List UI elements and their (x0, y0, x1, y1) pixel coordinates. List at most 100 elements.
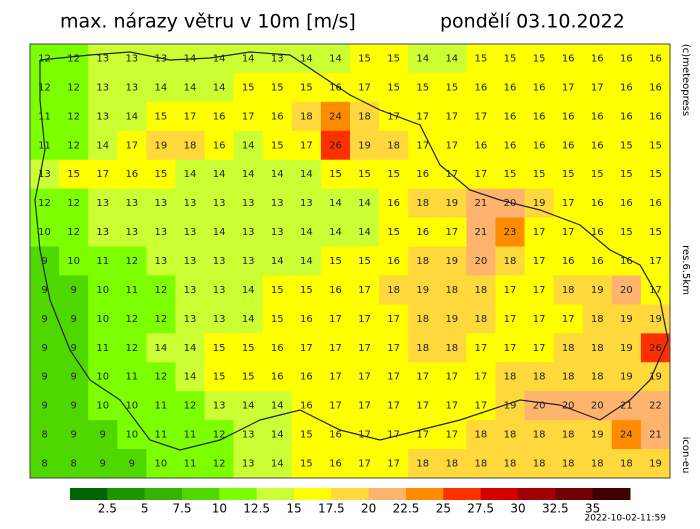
cell-value: 14 (213, 227, 226, 238)
grid-cell (379, 449, 409, 479)
cell-value: 14 (242, 169, 255, 180)
cell-value: 17 (445, 227, 458, 238)
cell-value: 8 (41, 459, 47, 470)
cell-value: 13 (96, 53, 109, 64)
cell-value: 15 (155, 169, 168, 180)
grid-cell (117, 420, 147, 450)
cell-value: 14 (329, 53, 342, 64)
grid-cell (408, 362, 438, 392)
grid-cell (233, 246, 264, 276)
grid-cell (350, 130, 380, 161)
cell-value: 15 (649, 169, 662, 180)
cell-value: 9 (70, 343, 76, 354)
grid-cell (582, 101, 613, 132)
cell-value: 13 (96, 111, 109, 122)
colorbar-bin (443, 488, 482, 500)
cell-value: 13 (242, 459, 255, 470)
cell-value: 16 (562, 140, 575, 151)
colorbar-label: 17.5 (318, 502, 345, 516)
grid-cell (291, 246, 322, 276)
cell-value: 13 (184, 227, 197, 238)
colorbar-label: 27.5 (467, 502, 494, 516)
cell-value: 17 (533, 314, 546, 325)
cell-value: 15 (242, 343, 255, 354)
cell-value: 19 (649, 372, 662, 383)
cell-value: 17 (445, 401, 458, 412)
grid-cell (437, 304, 467, 334)
cell-value: 15 (271, 314, 284, 325)
cell-value: 15 (329, 169, 342, 180)
cell-value: 16 (387, 256, 400, 267)
cell-value: 13 (184, 198, 197, 209)
cell-value: 14 (358, 198, 371, 209)
colorbar-bin (406, 488, 444, 500)
cell-value: 15 (387, 227, 400, 238)
grid-cell (640, 130, 671, 161)
colorbar-bin (107, 488, 146, 500)
cell-value: 10 (96, 285, 109, 296)
grid-cell (320, 72, 351, 103)
copyright: (c)meteopress (680, 44, 691, 116)
cell-value: 17 (649, 256, 662, 267)
colorbar-bin (219, 488, 258, 500)
grid-cell (262, 188, 293, 219)
cell-value: 16 (620, 111, 633, 122)
grid-cell (59, 275, 89, 305)
cell-value: 12 (38, 198, 51, 209)
grid-cell (640, 188, 671, 219)
grid-cell (291, 275, 322, 305)
grid-cell (582, 304, 613, 334)
grid-cell (175, 101, 206, 132)
cell-value: 13 (300, 198, 313, 209)
grid-cell (466, 304, 496, 334)
cell-value: 12 (125, 343, 138, 354)
grid-cell (30, 101, 60, 132)
grid-cell (59, 72, 89, 103)
colorbar-label: 32.5 (542, 502, 569, 516)
grid-cell (553, 449, 584, 479)
cell-value: 18 (387, 285, 400, 296)
cell-value: 14 (184, 82, 197, 93)
grid-cell (611, 246, 642, 276)
colorbar-bin (592, 488, 631, 500)
colorbar-label: 12.5 (243, 502, 270, 516)
grid-cell (408, 217, 438, 248)
grid-cell (553, 304, 584, 334)
cell-value: 16 (504, 111, 517, 122)
cell-value: 21 (649, 430, 662, 441)
cell-value: 17 (533, 227, 546, 238)
grid-cell (582, 44, 613, 74)
grid-cell (350, 362, 380, 392)
grid-cell (117, 159, 147, 190)
cell-value: 15 (533, 53, 546, 64)
grid-cell (146, 333, 176, 363)
cell-value: 9 (70, 285, 76, 296)
cell-value: 16 (504, 82, 517, 93)
cell-value: 16 (213, 111, 226, 122)
grid-cell (495, 420, 526, 450)
grid-cell (553, 72, 584, 103)
grid-cell (611, 130, 642, 161)
grid-cell (59, 101, 89, 132)
cell-value: 16 (620, 82, 633, 93)
cell-value: 17 (562, 314, 575, 325)
grid-cell (204, 333, 235, 363)
grid-cell (320, 246, 351, 276)
cell-value: 16 (562, 256, 575, 267)
grid-cell (611, 217, 642, 248)
grid-cell (117, 72, 147, 103)
colorbar-bin (294, 488, 332, 500)
cell-value: 11 (184, 430, 197, 441)
cell-value: 16 (533, 111, 546, 122)
cell-value: 15 (300, 430, 313, 441)
cell-value: 17 (562, 227, 575, 238)
grid-cell (320, 420, 351, 450)
cell-value: 17 (533, 256, 546, 267)
grid-cell (350, 449, 380, 479)
grid-cell (611, 304, 642, 334)
grid-cell (320, 101, 351, 132)
grid-cell (88, 217, 118, 248)
cell-value: 17 (358, 401, 371, 412)
cell-value: 19 (445, 314, 458, 325)
colorbar-label: 7.5 (172, 502, 191, 516)
